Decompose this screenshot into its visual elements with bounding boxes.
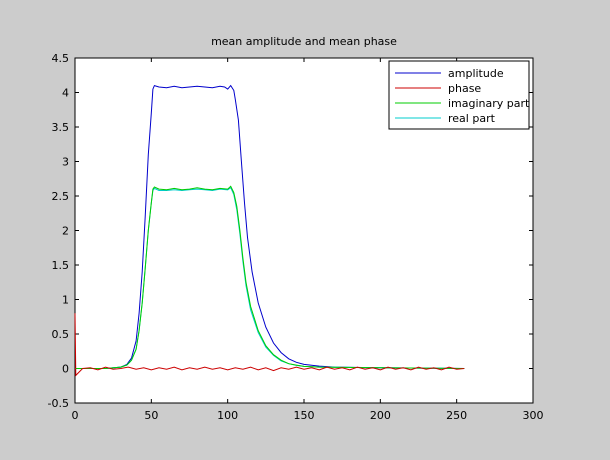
- x-tick-label: 50: [144, 409, 158, 422]
- y-tick-label: 0: [62, 363, 69, 376]
- x-tick-label: 0: [72, 409, 79, 422]
- series-line-imaginary-part: [75, 185, 465, 369]
- y-tick-label: 2.5: [52, 190, 70, 203]
- x-tick-label: 300: [523, 409, 544, 422]
- series-line-amplitude: [75, 84, 465, 369]
- y-tick-label: 1.5: [52, 259, 70, 272]
- series-line-phase: [74, 313, 465, 377]
- y-tick-label: 4.5: [52, 52, 70, 65]
- y-axis: -0.5 0 0.5 1 1.5 2 2.5 3 3.5 4 4.5: [48, 52, 533, 410]
- y-tick-label: 3.5: [52, 121, 70, 134]
- y-tick-label: 4: [62, 87, 69, 100]
- legend-label: real part: [448, 112, 496, 125]
- y-tick-label: 1: [62, 294, 69, 307]
- legend: amplitude phase imaginary part real part: [388, 60, 530, 130]
- y-tick-label: 2: [62, 225, 69, 238]
- series-layer: [74, 84, 465, 377]
- x-tick-label: 150: [294, 409, 315, 422]
- legend-label: phase: [448, 82, 481, 95]
- y-tick-label: 3: [62, 156, 69, 169]
- x-tick-label: 250: [446, 409, 467, 422]
- x-axis: 0 50 100 150 200 250 300: [72, 58, 544, 422]
- x-tick-label: 100: [217, 409, 238, 422]
- x-tick-label: 200: [370, 409, 391, 422]
- y-tick-label: -0.5: [48, 397, 69, 410]
- legend-label: imaginary part: [448, 97, 530, 110]
- y-tick-label: 0.5: [52, 328, 70, 341]
- legend-label: amplitude: [448, 67, 504, 80]
- chart-title: mean amplitude and mean phase: [211, 35, 397, 48]
